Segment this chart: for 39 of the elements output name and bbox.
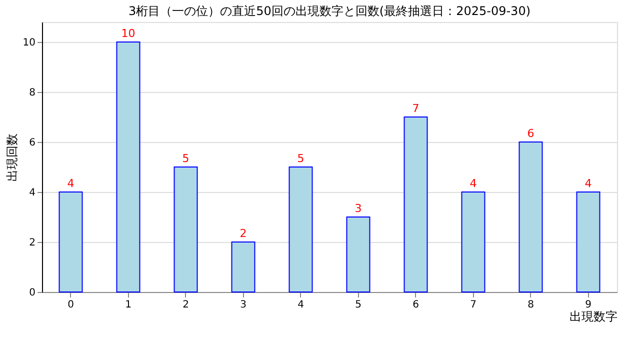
- bar: [461, 192, 486, 292]
- data-label: 4: [470, 177, 477, 190]
- y-tick-label: 6: [29, 138, 36, 148]
- x-tick-label: 8: [528, 300, 534, 310]
- y-tick-label: 8: [29, 88, 36, 98]
- bar: [404, 116, 428, 292]
- x-tick-label: 4: [298, 300, 304, 310]
- x-tick-label: 2: [182, 300, 189, 310]
- data-label: 10: [121, 27, 136, 40]
- data-label: 4: [67, 177, 74, 190]
- x-tick-label: 7: [470, 300, 476, 310]
- data-label: 3: [354, 202, 362, 215]
- y-tick-label: 2: [29, 238, 36, 248]
- x-tick-label: 5: [355, 300, 362, 310]
- data-label: 5: [297, 152, 304, 165]
- bar: [231, 242, 256, 292]
- y-tick-label: 0: [29, 288, 36, 298]
- data-label: 6: [527, 127, 534, 140]
- bar: [518, 142, 543, 292]
- x-tick-label: 0: [68, 300, 74, 310]
- x-tick-label: 3: [240, 300, 246, 310]
- x-axis-title: 出現数字: [570, 310, 618, 324]
- bar: [58, 192, 83, 292]
- y-tick-label: 10: [22, 38, 36, 48]
- x-tick-label: 6: [412, 300, 419, 310]
- x-tick-label: 1: [125, 300, 132, 310]
- y-axis-title: 出現回数: [4, 134, 19, 182]
- bar: [346, 216, 370, 292]
- y-tick-label: 4: [29, 188, 36, 198]
- bar: [288, 166, 313, 292]
- bar: [116, 42, 140, 292]
- data-label: 2: [240, 227, 247, 240]
- data-label: 4: [584, 177, 592, 190]
- bar: [174, 166, 198, 292]
- data-label: 5: [182, 152, 190, 165]
- x-tick-label: 9: [585, 300, 592, 310]
- bar: [576, 192, 600, 292]
- data-label: 7: [412, 102, 420, 115]
- chart-title: 3桁目（一の位）の直近50回の出現数字と回数(最終抽選日：2025-09-30): [128, 4, 531, 18]
